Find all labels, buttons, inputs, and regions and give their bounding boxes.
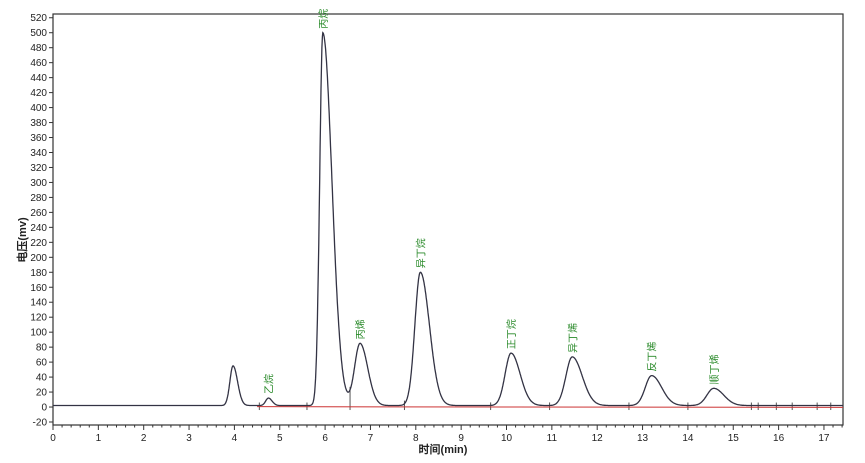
x-tick-label: 8 xyxy=(413,433,419,444)
peak-label: 异丁烷 xyxy=(414,238,427,268)
x-tick-label: 14 xyxy=(682,433,694,444)
y-tick-label: 480 xyxy=(30,43,47,54)
y-tick-label: 280 xyxy=(30,193,47,204)
x-tick-label: 6 xyxy=(322,433,328,444)
y-tick-label: 300 xyxy=(30,178,47,189)
peak-label: 反丁烯 xyxy=(646,342,659,372)
x-tick-label: 0 xyxy=(50,433,56,444)
x-tick-label: 12 xyxy=(592,433,604,444)
peak-label: 正丁烷 xyxy=(505,319,518,349)
x-tick-label: 1 xyxy=(96,433,102,444)
y-tick-label: 0 xyxy=(41,403,47,414)
y-tick-label: 320 xyxy=(30,163,47,174)
x-tick-label: 2 xyxy=(141,433,147,444)
y-tick-label: 500 xyxy=(30,28,47,39)
y-tick-label: 80 xyxy=(36,343,48,354)
y-tick-label: 340 xyxy=(30,148,47,159)
signal-trace xyxy=(53,31,843,407)
x-axis-label: 时间(min) xyxy=(419,442,468,456)
x-tick-label: 9 xyxy=(458,433,464,444)
x-tick-label: 7 xyxy=(368,433,374,444)
y-tick-label: 520 xyxy=(30,13,47,24)
peak-label: 顺丁烯 xyxy=(708,354,721,384)
y-tick-label: 240 xyxy=(30,223,47,234)
y-tick-label: 40 xyxy=(36,373,48,384)
x-tick-label: 5 xyxy=(277,433,283,444)
x-tick-label: 10 xyxy=(501,433,513,444)
peak-label: 丙烷 xyxy=(317,9,330,29)
y-axis-label: 电压(mv) xyxy=(15,217,29,263)
x-tick-label: 15 xyxy=(728,433,740,444)
y-tick-label: 260 xyxy=(30,208,47,219)
y-tick-label: 120 xyxy=(30,313,47,324)
y-tick-label: 180 xyxy=(30,268,47,279)
y-tick-label: 200 xyxy=(30,253,47,264)
y-tick-label: 220 xyxy=(30,238,47,249)
y-tick-label: -20 xyxy=(33,418,48,429)
y-tick-label: 460 xyxy=(30,58,47,69)
x-tick-label: 11 xyxy=(547,433,558,444)
x-tick-label: 4 xyxy=(232,433,238,444)
peak-label: 异丁烯 xyxy=(566,323,579,353)
y-tick-label: 360 xyxy=(30,133,47,144)
x-tick-label: 17 xyxy=(818,433,830,444)
y-tick-label: 140 xyxy=(30,298,47,309)
integration-baseline xyxy=(257,406,844,408)
y-tick-label: 440 xyxy=(30,73,47,84)
x-tick-label: 16 xyxy=(773,433,785,444)
y-tick-label: 160 xyxy=(30,283,47,294)
y-tick-label: 380 xyxy=(30,118,47,129)
x-tick-label: 3 xyxy=(186,433,192,444)
x-tick-label: 13 xyxy=(637,433,649,444)
peak-label: 丙烯 xyxy=(354,319,367,339)
y-tick-label: 20 xyxy=(36,388,48,399)
y-tick-label: 100 xyxy=(30,328,47,339)
peak-label: 乙烷 xyxy=(262,374,275,394)
y-tick-label: 60 xyxy=(36,358,48,369)
y-tick-label: 420 xyxy=(30,88,47,99)
y-tick-label: 400 xyxy=(30,103,47,114)
plot-area xyxy=(52,13,844,426)
